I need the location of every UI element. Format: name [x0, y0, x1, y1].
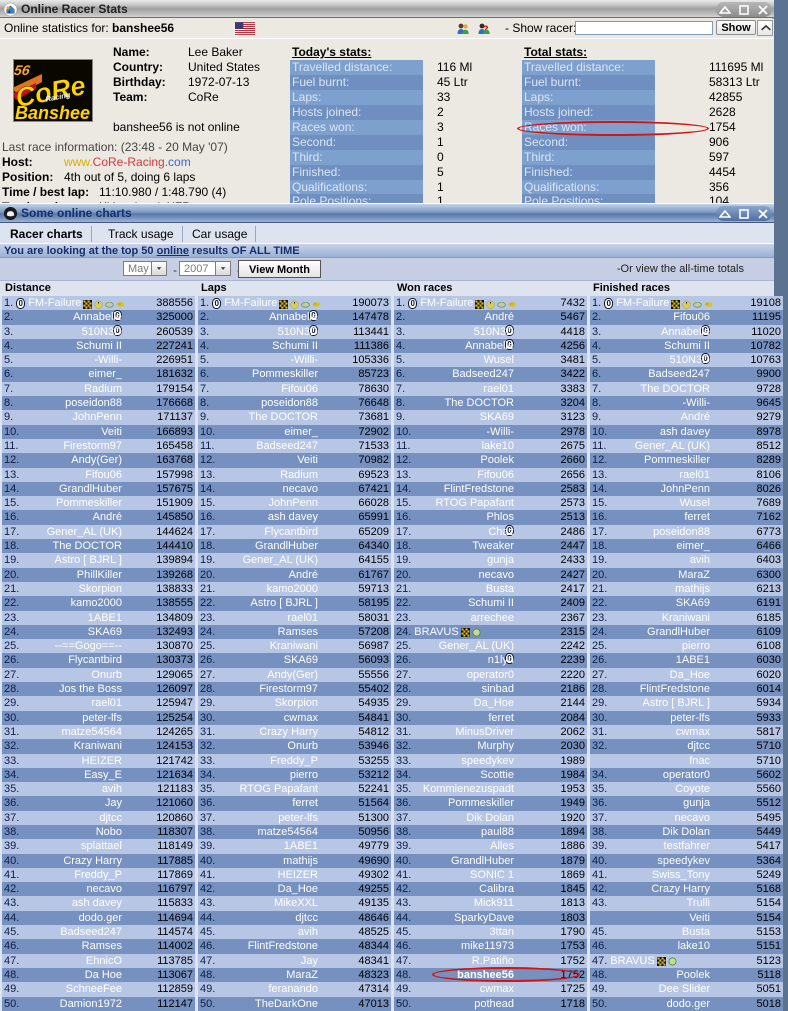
- svg-text:Banshee: Banshee: [15, 103, 90, 122]
- svg-text:56: 56: [14, 62, 31, 78]
